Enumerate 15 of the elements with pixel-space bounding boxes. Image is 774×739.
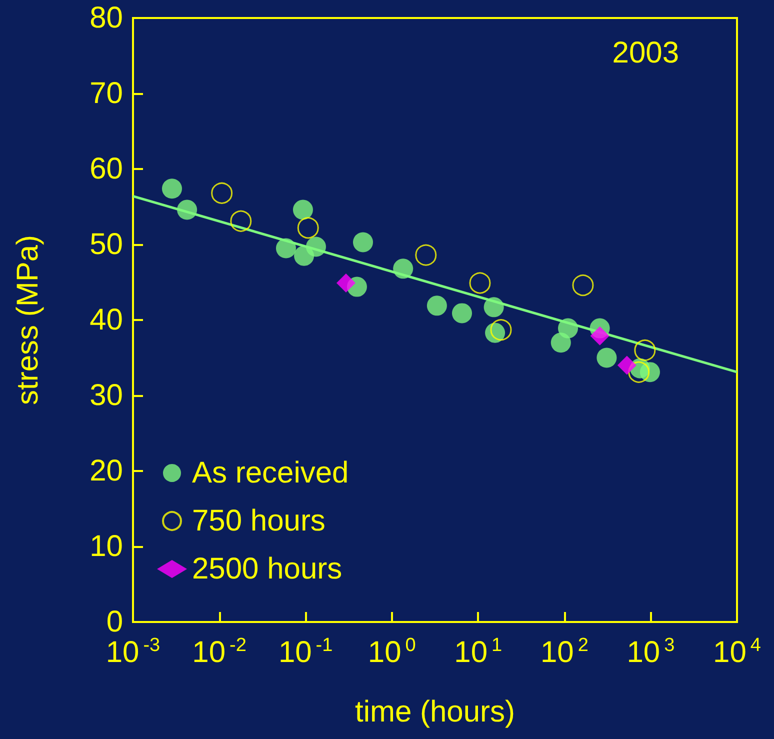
y-tick-label: 30 <box>90 379 123 412</box>
y-tick-label: 60 <box>90 152 123 186</box>
y-tick-label: 70 <box>90 77 123 110</box>
y-tick-label: 20 <box>90 454 123 488</box>
y-tick-label: 50 <box>90 228 123 261</box>
legend-label: As received <box>192 456 349 490</box>
y-axis-title: stress (MPa) <box>12 234 44 406</box>
y-tick-label: 10 <box>90 530 123 563</box>
y-tick-label: 40 <box>90 304 123 336</box>
annotation: 2003 <box>612 36 680 70</box>
y-tick-label: 0 <box>106 606 123 638</box>
y-tick-label: 80 <box>90 2 123 34</box>
x-axis-title: time (hours) <box>354 696 516 728</box>
legend-label: 750 hours <box>192 504 326 538</box>
legend-label: 2500 hours <box>192 552 342 586</box>
